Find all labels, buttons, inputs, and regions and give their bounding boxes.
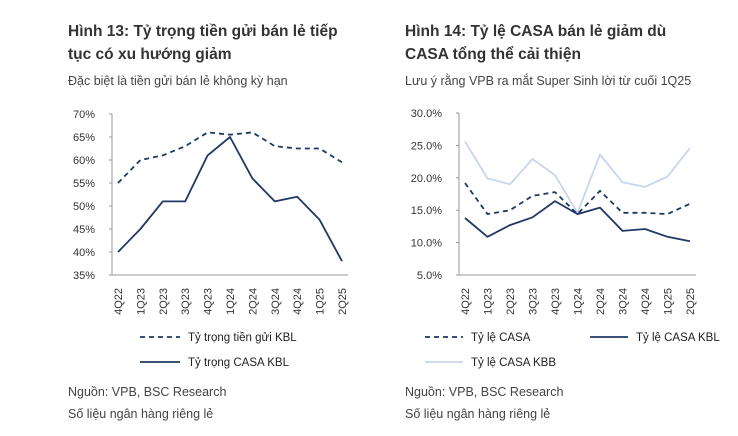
left-note: Số liệu ngân hàng riêng lẻ	[68, 407, 214, 421]
left-chart-title: Hình 13: Tỷ trọng tiền gửi bán lẻ tiếp t…	[68, 20, 338, 66]
y-tick-label: 40%	[73, 247, 95, 259]
x-tick-label: 4Q22	[460, 288, 472, 315]
x-tick-label: 3Q24	[618, 288, 630, 315]
x-tick-label: 1Q23	[483, 288, 495, 315]
y-tick-label: 10.0%	[411, 238, 442, 250]
right-note: Số liệu ngân hàng riêng lẻ	[405, 407, 551, 421]
y-tick-label: 60%	[73, 155, 95, 167]
legend-label: Tỷ trọng CASA KBL	[188, 357, 290, 369]
x-tick-label: 4Q23	[203, 288, 215, 315]
y-tick-label: 5.0%	[417, 270, 442, 282]
right-chart-subtitle: Lưu ý rằng VPB ra mắt Super Sinh lời từ …	[405, 74, 692, 88]
series-line-tỷ-lệ-casa	[464, 182, 691, 216]
y-tick-label: 45%	[73, 224, 95, 236]
x-tick-label: 2Q23	[158, 288, 170, 315]
legend-label: Tỷ trọng tiền gửi KBL	[188, 332, 297, 344]
left-title-line1: Hình 13: Tỷ trọng tiền gửi bán lẻ tiếp	[68, 23, 338, 40]
x-tick-label: 1Q25	[315, 288, 327, 315]
legend-label: Tỷ lệ CASA KBB	[471, 357, 556, 369]
y-tick-label: 20.0%	[411, 173, 442, 185]
y-tick-label: 65%	[73, 132, 95, 144]
y-tick-label: 35%	[73, 270, 95, 282]
x-tick-label: 4Q24	[292, 288, 304, 315]
right-source: Nguồn: VPB, BSC Research	[405, 385, 564, 399]
right-line-chart: 5.0% 10.0% 15.0% 20.0% 25.0% 30.0% 4Q22 1Q23 2Q2…	[411, 108, 721, 369]
x-tick-label: 3Q23	[528, 288, 540, 315]
x-tick-label: 3Q24	[270, 288, 282, 315]
series-line-tỷ-lệ-casa-kbl	[464, 200, 691, 243]
y-tick-label: 70%	[73, 109, 95, 121]
series-line-tỷ-trọng-tiền-gửi-kbl	[117, 131, 343, 184]
x-tick-label: 4Q23	[550, 288, 562, 315]
right-title-line1: Hình 14: Tỷ lệ CASA bán lẻ giảm dù	[405, 23, 667, 40]
legend-label: Tỷ lệ CASA KBL	[636, 332, 720, 344]
series-line-tỷ-lệ-casa-kbb	[464, 141, 691, 214]
x-tick-label: 1Q23	[135, 288, 147, 315]
x-tick-label: 2Q23	[505, 288, 517, 315]
series-line-tỷ-trọng-casa-kbl	[117, 136, 343, 262]
y-tick-label: 50%	[73, 201, 95, 213]
x-tick-label: 1Q25	[663, 288, 675, 315]
right-chart-title: Hình 14: Tỷ lệ CASA bán lẻ giảm dù CASA …	[405, 20, 666, 66]
x-tick-label: 2Q25	[337, 288, 349, 315]
y-tick-label: 55%	[73, 178, 95, 190]
left-chart-subtitle: Đặc biệt là tiền gửi bán lẻ không kỳ hạn	[68, 74, 288, 88]
right-title-line2: CASA tổng thể cải thiện	[405, 46, 581, 63]
x-tick-label: 4Q22	[113, 288, 125, 315]
left-line-chart: 35% 40% 45% 50% 55% 60% 65% 70% 4Q22 1Q23 2Q23 3Q23…	[73, 109, 349, 369]
x-tick-label: 2Q25	[685, 288, 697, 315]
x-tick-label: 2Q24	[247, 288, 259, 315]
y-tick-label: 30.0%	[411, 108, 442, 120]
y-tick-label: 25.0%	[411, 140, 442, 152]
y-tick-label: 15.0%	[411, 205, 442, 217]
x-tick-label: 4Q24	[640, 288, 652, 315]
x-tick-label: 3Q23	[180, 288, 192, 315]
x-tick-label: 2Q24	[595, 288, 607, 315]
x-tick-label: 1Q24	[573, 288, 585, 315]
legend-label: Tỷ lệ CASA	[471, 332, 531, 344]
left-source: Nguồn: VPB, BSC Research	[68, 385, 227, 399]
x-tick-label: 1Q24	[225, 288, 237, 315]
left-title-line2: tục có xu hướng giảm	[68, 46, 232, 63]
